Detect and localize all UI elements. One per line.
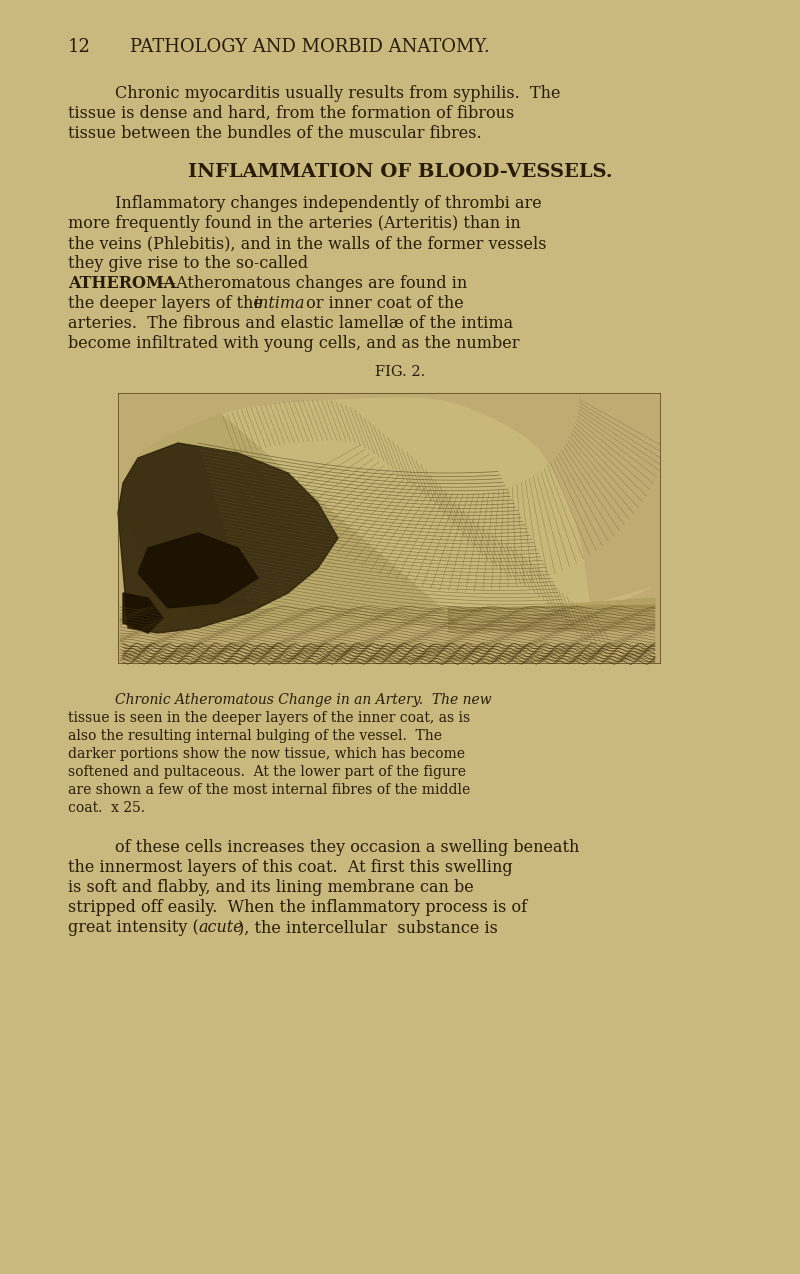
- Text: also the resulting internal bulging of the vessel.  The: also the resulting internal bulging of t…: [68, 729, 442, 743]
- Polygon shape: [118, 397, 650, 633]
- Text: the deeper layers of the: the deeper layers of the: [68, 296, 268, 312]
- Text: tissue is dense and hard, from the formation of fibrous: tissue is dense and hard, from the forma…: [68, 104, 514, 122]
- Text: they give rise to the so-called: they give rise to the so-called: [68, 255, 308, 273]
- Text: acute: acute: [198, 919, 242, 936]
- Text: PATHOLOGY AND MORBID ANATOMY.: PATHOLOGY AND MORBID ANATOMY.: [130, 38, 490, 56]
- Text: FIG. 2.: FIG. 2.: [375, 364, 425, 378]
- Text: stripped off easily.  When the inflammatory process is of: stripped off easily. When the inflammato…: [68, 899, 527, 916]
- Text: is soft and flabby, and its lining membrane can be: is soft and flabby, and its lining membr…: [68, 879, 474, 896]
- Polygon shape: [138, 533, 258, 608]
- Polygon shape: [118, 443, 338, 633]
- Text: Inflammatory changes independently of thrombi are: Inflammatory changes independently of th…: [115, 195, 542, 211]
- Polygon shape: [448, 598, 655, 613]
- Polygon shape: [123, 592, 163, 633]
- Text: Chronic myocarditis usually results from syphilis.  The: Chronic myocarditis usually results from…: [115, 85, 561, 102]
- Text: the veins (Phlebitis), and in the walls of the former vessels: the veins (Phlebitis), and in the walls …: [68, 234, 546, 252]
- Text: softened and pultaceous.  At the lower part of the figure: softened and pultaceous. At the lower pa…: [68, 764, 466, 778]
- Text: tissue between the bundles of the muscular fibres.: tissue between the bundles of the muscul…: [68, 125, 482, 141]
- Text: become infiltrated with young cells, and as the number: become infiltrated with young cells, and…: [68, 335, 519, 352]
- Bar: [118, 392, 660, 662]
- Text: the innermost layers of this coat.  At first this swelling: the innermost layers of this coat. At fi…: [68, 859, 513, 877]
- Text: more frequently found in the arteries (Arteritis) than in: more frequently found in the arteries (A…: [68, 215, 521, 232]
- Text: arteries.  The fibrous and elastic lamellæ of the intima: arteries. The fibrous and elastic lamell…: [68, 315, 513, 333]
- Text: ), the intercellular  substance is: ), the intercellular substance is: [238, 919, 498, 936]
- Text: coat.  x 25.: coat. x 25.: [68, 801, 145, 815]
- Text: of these cells increases they occasion a swelling beneath: of these cells increases they occasion a…: [115, 840, 579, 856]
- Text: intima: intima: [253, 296, 305, 312]
- Text: darker portions show the now tissue, which has become: darker portions show the now tissue, whi…: [68, 747, 465, 761]
- Text: INFLAMMATION OF BLOOD-VESSELS.: INFLAMMATION OF BLOOD-VESSELS.: [188, 163, 612, 181]
- Text: tissue is seen in the deeper layers of the inner coat, as is: tissue is seen in the deeper layers of t…: [68, 711, 470, 725]
- Text: great intensity (: great intensity (: [68, 919, 198, 936]
- Polygon shape: [222, 397, 650, 623]
- Text: —Atheromatous changes are found in: —Atheromatous changes are found in: [160, 275, 467, 292]
- Text: Chronic Atheromatous Change in an Artery.  The new: Chronic Atheromatous Change in an Artery…: [115, 693, 492, 707]
- Text: ATHEROMA: ATHEROMA: [68, 275, 176, 292]
- Text: are shown a few of the most internal fibres of the middle: are shown a few of the most internal fib…: [68, 784, 470, 798]
- Text: or inner coat of the: or inner coat of the: [301, 296, 464, 312]
- Text: 12: 12: [68, 38, 91, 56]
